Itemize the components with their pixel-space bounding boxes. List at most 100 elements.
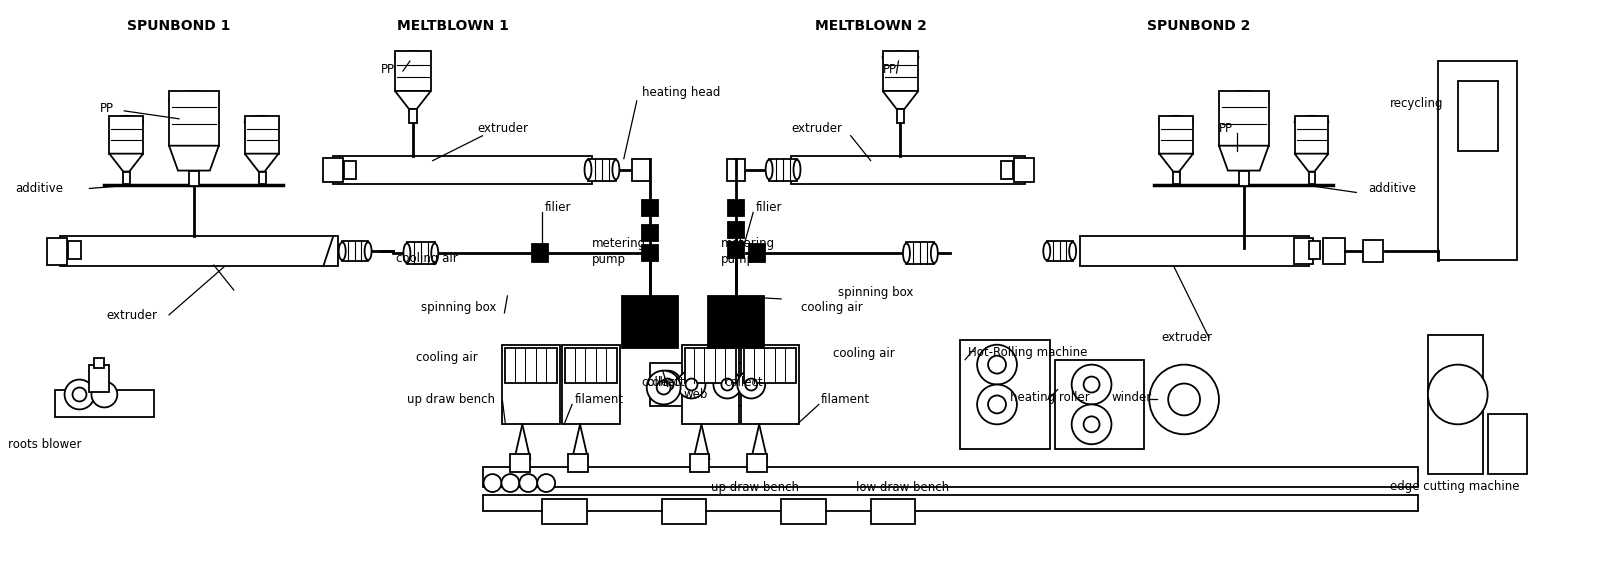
Bar (1458, 81, 1498, 150)
Bar (1294, 116, 1328, 154)
Circle shape (1149, 364, 1219, 435)
Polygon shape (1160, 154, 1194, 172)
Text: extruder: extruder (106, 309, 157, 323)
Ellipse shape (902, 243, 910, 263)
Circle shape (978, 345, 1018, 385)
Text: additive: additive (1368, 182, 1416, 195)
Bar (662, 499, 707, 524)
Ellipse shape (1219, 91, 1269, 111)
Text: pump: pump (592, 253, 626, 266)
Bar (642, 226, 658, 241)
Ellipse shape (613, 160, 619, 180)
Bar (728, 242, 744, 258)
Bar (907, 242, 934, 264)
Text: extruder: extruder (1162, 331, 1213, 344)
Text: filament: filament (821, 393, 870, 406)
Circle shape (91, 382, 117, 408)
Bar (1046, 241, 1072, 261)
Bar (709, 296, 765, 348)
Ellipse shape (245, 116, 278, 128)
Circle shape (989, 395, 1006, 413)
Circle shape (746, 379, 757, 390)
Text: up draw bench: up draw bench (406, 393, 494, 406)
Circle shape (538, 474, 555, 492)
Bar (1363, 241, 1382, 262)
Ellipse shape (1069, 242, 1077, 260)
Bar (642, 245, 658, 261)
Bar (690, 454, 709, 472)
Bar (1309, 172, 1315, 184)
Text: filament: filament (574, 393, 624, 406)
Bar (562, 345, 619, 424)
Circle shape (738, 371, 765, 398)
Bar (685, 348, 736, 382)
Text: collect: collect (725, 376, 763, 389)
Text: extruder: extruder (790, 122, 842, 135)
Bar (650, 363, 709, 406)
Bar (410, 109, 418, 123)
Text: SPUNBOND 2: SPUNBOND 2 (1147, 20, 1251, 33)
Polygon shape (1294, 154, 1328, 172)
Bar (395, 51, 430, 91)
Ellipse shape (403, 243, 410, 263)
Ellipse shape (931, 243, 938, 263)
Circle shape (646, 371, 680, 405)
Text: filier: filier (546, 201, 571, 214)
Circle shape (72, 387, 86, 401)
Ellipse shape (584, 160, 592, 180)
Bar (1488, 414, 1528, 474)
Text: PP: PP (99, 102, 114, 115)
Ellipse shape (1160, 116, 1194, 128)
Bar (770, 158, 797, 180)
Text: cooling air: cooling air (802, 301, 862, 315)
Bar (1160, 116, 1194, 154)
Bar (1309, 241, 1320, 259)
Bar (728, 200, 744, 216)
Bar (1238, 170, 1248, 187)
Circle shape (1083, 377, 1099, 393)
Bar (749, 244, 765, 262)
Text: heating head: heating head (642, 87, 720, 99)
Text: collect: collect (646, 376, 685, 389)
Bar (709, 363, 770, 406)
Bar (344, 161, 357, 179)
Ellipse shape (365, 242, 371, 260)
Bar (46, 238, 67, 265)
Text: low draw bench: low draw bench (856, 480, 949, 494)
Bar (259, 172, 266, 184)
Circle shape (1083, 416, 1099, 432)
Polygon shape (245, 154, 278, 172)
Circle shape (989, 356, 1006, 374)
Text: heating roller: heating roller (1010, 391, 1090, 404)
Bar (870, 499, 915, 524)
Circle shape (685, 379, 698, 390)
Bar (59, 236, 338, 266)
Bar (245, 116, 278, 154)
Bar (109, 116, 142, 154)
Bar (510, 454, 530, 472)
Text: edge cutting machine: edge cutting machine (1390, 479, 1520, 492)
Bar (747, 454, 766, 472)
Circle shape (483, 474, 501, 492)
Bar (1002, 161, 1013, 179)
Circle shape (64, 379, 94, 409)
Circle shape (654, 371, 682, 398)
Text: extruder: extruder (477, 122, 528, 135)
Bar (565, 348, 618, 382)
Bar (94, 358, 104, 367)
Bar (642, 200, 658, 216)
Polygon shape (109, 154, 142, 172)
Text: filier: filier (757, 201, 782, 214)
Bar (533, 244, 549, 262)
Bar (323, 158, 344, 181)
Bar (506, 348, 557, 382)
Circle shape (1072, 405, 1112, 444)
Bar (67, 241, 82, 259)
Text: collect: collect (642, 376, 680, 389)
Text: Hot-Rolling machine: Hot-Rolling machine (968, 346, 1088, 359)
Bar (483, 495, 1418, 511)
Ellipse shape (339, 242, 346, 260)
Bar (1323, 238, 1346, 264)
Circle shape (520, 474, 538, 492)
Bar (1438, 61, 1517, 260)
